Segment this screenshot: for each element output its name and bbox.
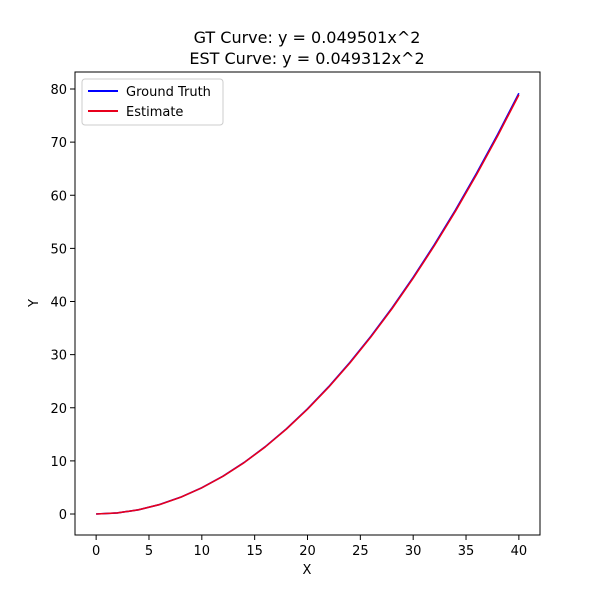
y-tick-label: 50 (50, 242, 67, 257)
ticks-layer: 0 5 10 15 20 25 30 35 40 0 10 20 30 40 50 60 70 80 (50, 83, 527, 559)
x-tick-label: 5 (145, 544, 153, 559)
y-tick-label: 30 (50, 349, 67, 364)
x-tick-label: 25 (352, 544, 369, 559)
legend-label-ground-truth: Ground Truth (126, 85, 211, 100)
x-tick-label: 40 (511, 544, 528, 559)
y-tick-label: 70 (50, 136, 67, 151)
y-tick-label: 10 (50, 455, 67, 470)
x-tick-label: 30 (405, 544, 422, 559)
series-layer (96, 92, 520, 515)
x-axis-label: X (303, 563, 312, 578)
x-tick-label: 20 (299, 544, 316, 559)
legend-label-estimate: Estimate (126, 105, 183, 120)
y-axis-label: Y (27, 299, 42, 308)
x-tick-label: 10 (194, 544, 211, 559)
x-tick-label: 15 (246, 544, 263, 559)
chart-title-line-2: EST Curve: y = 0.049312x^2 (189, 49, 424, 68)
plot-frame (74, 71, 541, 536)
series-line-estimate (96, 94, 520, 515)
x-tick-label: 0 (92, 544, 100, 559)
y-tick-label: 60 (50, 189, 67, 204)
y-tick-label: 40 (50, 296, 67, 311)
chart-title-line-1: GT Curve: y = 0.049501x^2 (194, 28, 421, 47)
legend: Ground Truth Estimate (81, 78, 224, 126)
y-tick-label: 80 (50, 83, 67, 98)
x-tick-label: 35 (458, 544, 475, 559)
series-line-ground-truth (96, 92, 520, 515)
y-tick-label: 0 (59, 508, 67, 523)
y-tick-label: 20 (50, 402, 67, 417)
